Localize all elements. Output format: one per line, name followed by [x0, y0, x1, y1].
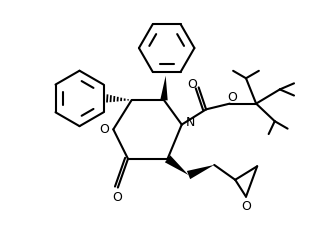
Polygon shape: [160, 76, 168, 101]
Text: O: O: [241, 199, 251, 212]
Text: O: O: [112, 190, 122, 203]
Text: N: N: [185, 116, 195, 129]
Polygon shape: [187, 165, 214, 179]
Text: O: O: [188, 78, 198, 90]
Text: O: O: [99, 123, 109, 136]
Polygon shape: [165, 156, 188, 175]
Text: O: O: [228, 91, 237, 104]
